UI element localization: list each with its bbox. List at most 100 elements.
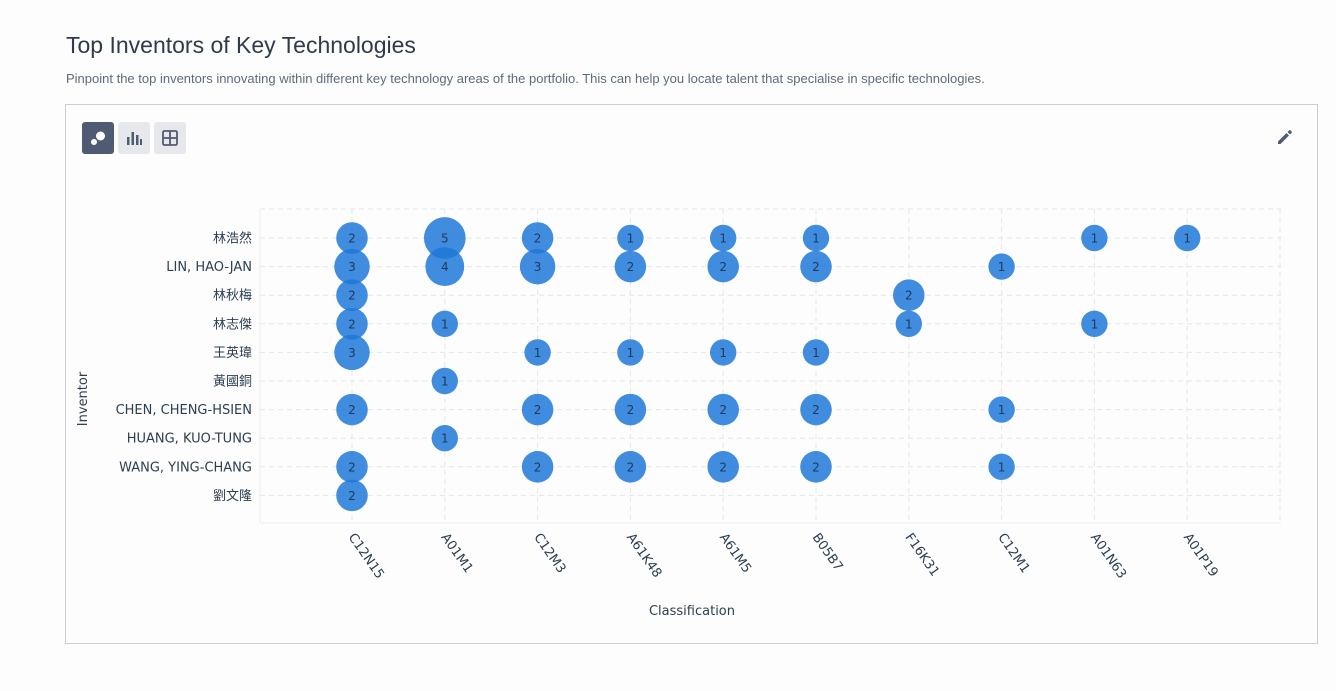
bar-chart-icon (127, 132, 142, 145)
bubble (710, 339, 737, 366)
y-tick-label: CHEN, CHENG-HSIEN (116, 403, 252, 418)
x-tick-label: A01P19 (1180, 531, 1221, 580)
bubble-label: 2 (627, 460, 635, 474)
bubble (519, 248, 556, 285)
bubble-label: 3 (534, 260, 542, 274)
bubble (334, 248, 370, 285)
bubble-label: 2 (627, 403, 635, 417)
bubble (521, 222, 554, 254)
bubble (802, 224, 830, 252)
bubble-label: 2 (719, 260, 727, 274)
bar-chart-view-button[interactable] (118, 122, 150, 154)
bubble-label: 1 (1091, 317, 1099, 331)
bubble-label: 2 (348, 289, 356, 303)
bubble-label: 1 (1183, 232, 1191, 246)
bubble (431, 425, 458, 452)
bubble-label: 2 (534, 232, 542, 246)
edit-button[interactable] (1273, 125, 1297, 149)
y-axis-title: Inventor (76, 371, 91, 426)
bubble (800, 393, 832, 426)
bubble (336, 479, 368, 512)
chart-card: 林浩然 LIN, HAO-JAN 林秋梅 林志傑 王英瑋 黃國銅 CHEN, CHENG-H… (65, 104, 1318, 644)
bubble-label: 4 (441, 260, 449, 274)
bubble (431, 310, 458, 337)
bubble-label: 2 (348, 403, 356, 417)
bubble-label: 2 (348, 232, 356, 246)
bubble (800, 250, 832, 283)
bubble-label: 1 (627, 232, 635, 246)
bubble-label: 2 (905, 289, 913, 303)
bubble (425, 247, 465, 286)
bubble (614, 250, 647, 283)
bubble-label: 1 (812, 346, 820, 360)
bubble-label: 1 (812, 232, 820, 246)
table-view-button[interactable] (154, 122, 186, 154)
bubble (431, 367, 458, 395)
bubble (710, 224, 737, 252)
bubble-label: 1 (534, 346, 542, 360)
bubble-label: 2 (627, 260, 635, 274)
x-tick-label: A61M5 (716, 531, 754, 576)
bubble (800, 451, 832, 483)
bubble (895, 310, 922, 337)
y-tick-label: HUANG, KUO-TUNG (127, 432, 252, 447)
bubble (617, 339, 644, 366)
bubble (521, 393, 554, 426)
bubble-label: 3 (348, 346, 356, 360)
y-tick-label: LIN, HAO-JAN (166, 260, 252, 275)
bubble-label: 2 (534, 403, 542, 417)
x-tick-label: A01M1 (438, 531, 476, 576)
bubble (334, 334, 370, 371)
bubble (336, 222, 368, 254)
y-tick-label: 黃國銅 (213, 375, 252, 390)
y-tick-label: 劉文隆 (213, 489, 252, 504)
bubble (1081, 310, 1108, 337)
bubble-label: 2 (812, 260, 820, 274)
bubble-chart-icon (91, 131, 105, 145)
pencil-icon (1278, 130, 1292, 144)
bubble-label: 2 (719, 460, 727, 474)
y-tick-label: 林秋梅 (213, 289, 252, 304)
bubble (521, 451, 554, 483)
bubble (988, 453, 1015, 480)
bubble-label: 2 (812, 460, 820, 474)
bubble (707, 451, 739, 483)
y-tick-label: 林浩然 (213, 231, 252, 247)
x-tick-label: F16K31 (902, 531, 942, 580)
bubble-label: 5 (441, 232, 449, 246)
bubble (617, 224, 644, 252)
bubble-label: 1 (719, 232, 727, 246)
bubble (893, 279, 925, 311)
bubble-label: 1 (905, 317, 913, 331)
x-tick-label: A61K48 (623, 531, 664, 581)
bubble-label: 1 (998, 403, 1006, 417)
bubble (423, 217, 466, 259)
bubble (1081, 224, 1108, 252)
x-tick-label: C12N15 (345, 531, 387, 582)
x-tick-label: B05B7 (809, 531, 846, 575)
bubble-label: 1 (441, 432, 449, 446)
y-tick-label: 林志傑 (213, 317, 252, 332)
x-tick-label: C12M3 (530, 531, 568, 577)
bubble (614, 393, 647, 426)
x-tick-label: C12M1 (994, 531, 1032, 577)
bubble-label: 2 (348, 460, 356, 474)
bubble (707, 250, 739, 283)
bubble-chart-view-button[interactable] (82, 122, 114, 154)
bubble-label: 1 (998, 260, 1006, 274)
bubble (988, 253, 1015, 280)
bubble-label: 2 (348, 489, 356, 503)
bubble (614, 451, 647, 483)
bubble-label: 1 (441, 375, 449, 389)
bubble (524, 339, 551, 366)
bubble-label: 1 (998, 460, 1006, 474)
bubble-label: 2 (719, 403, 727, 417)
bubble-label: 1 (441, 317, 449, 331)
bubble-label: 2 (812, 403, 820, 417)
bubble (707, 393, 739, 426)
table-grid-icon (162, 130, 178, 146)
bubble (1174, 224, 1201, 252)
bubble-label: 1 (719, 346, 727, 360)
bubble (336, 393, 368, 426)
